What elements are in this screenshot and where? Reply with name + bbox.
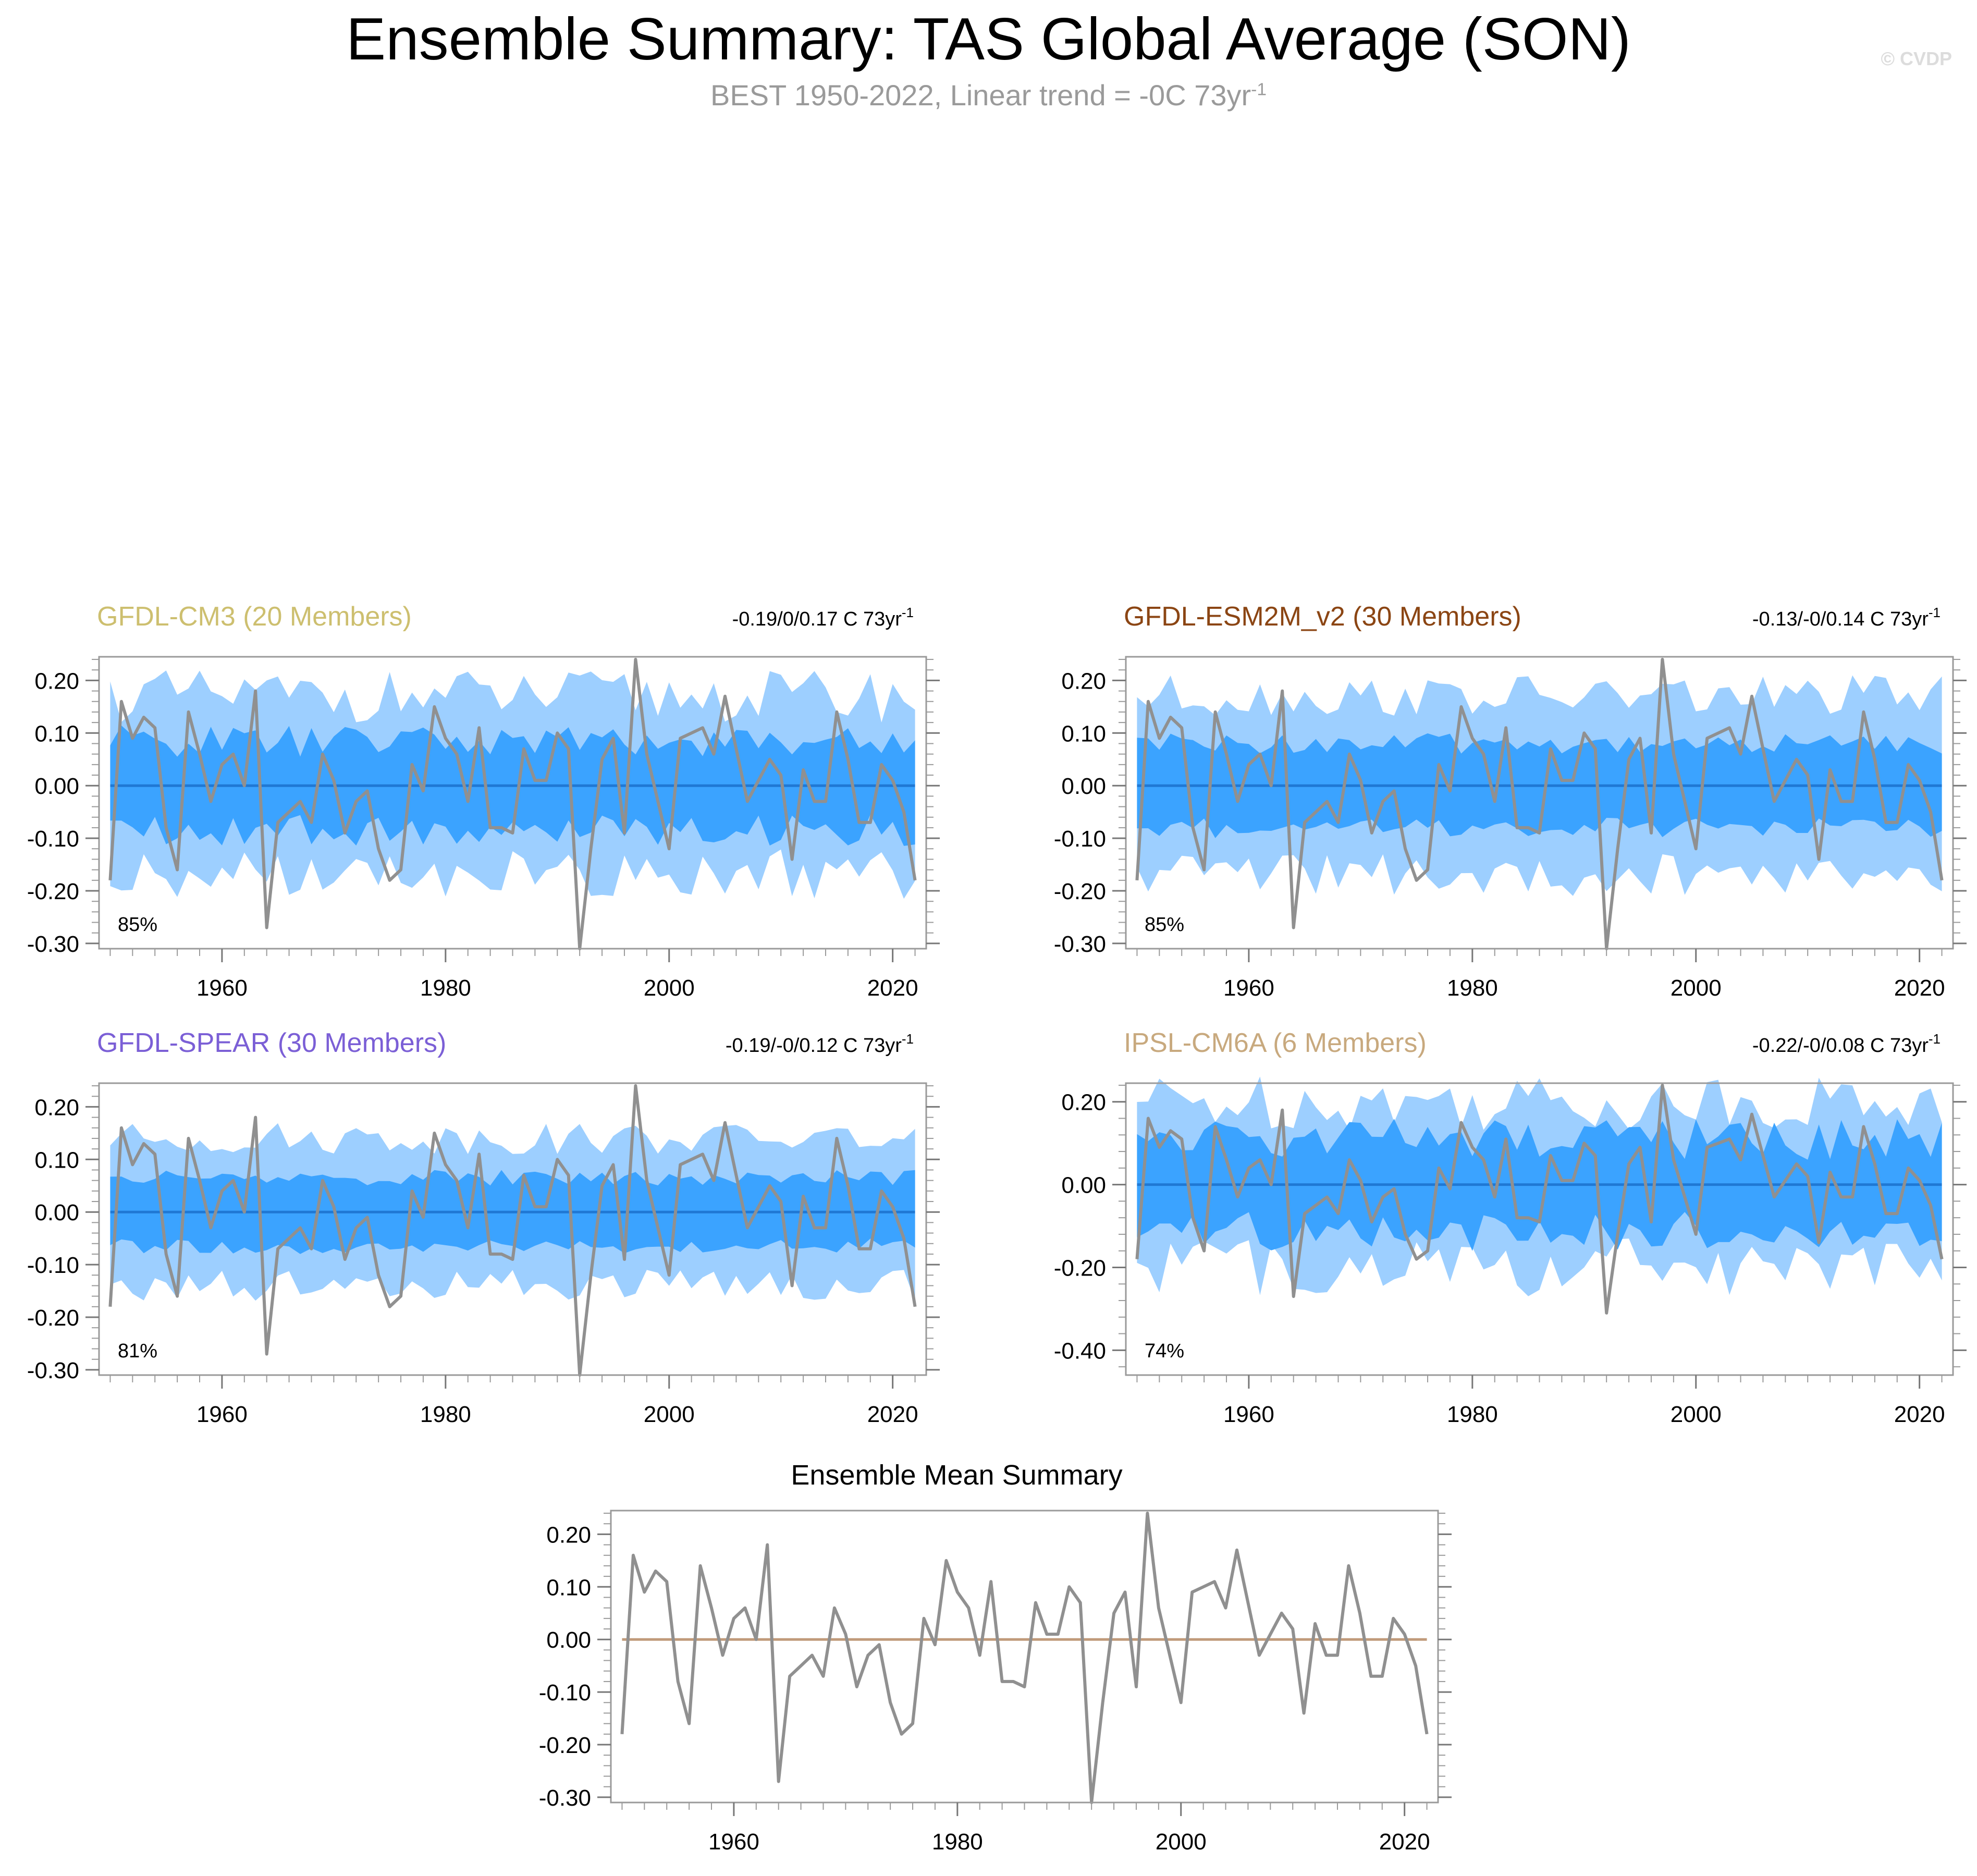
x-tick-label: 2000 bbox=[1671, 975, 1722, 1001]
y-tick-label: 0.00 bbox=[34, 774, 79, 799]
y-tick-label: -0.20 bbox=[27, 879, 79, 904]
x-tick-label: 1960 bbox=[197, 1402, 248, 1427]
panel-gfdl-cm3: 0.20 0.10 0.00 -0.10 -0.20 -0.30 1960 1980 2000 2… bbox=[27, 602, 940, 1001]
panel-ensemble-mean-summary: 0.20 0.10 0.00 -0.10 -0.20 -0.30 1960 1980 2000 2… bbox=[539, 1460, 1452, 1855]
y-tick-label: 0.00 bbox=[1061, 1173, 1106, 1198]
observations-line bbox=[108, 658, 917, 950]
y-tick-label: -0.30 bbox=[1054, 931, 1106, 957]
trend-label-superscript: -1 bbox=[902, 1031, 914, 1047]
y-tick-label: -0.30 bbox=[539, 1785, 591, 1811]
trend-label: -0.19/0/0.17 C 73yr-1 bbox=[732, 605, 914, 630]
panel-title: Ensemble Mean Summary bbox=[791, 1460, 1122, 1491]
trend-label: -0.19/-0/0.12 C 73yr-1 bbox=[726, 1031, 914, 1057]
percent-label: 85% bbox=[1145, 914, 1184, 936]
x-tick-label: 2020 bbox=[1894, 1402, 1945, 1427]
y-tick-label: -0.30 bbox=[27, 1358, 79, 1383]
panel-title: GFDL-SPEAR (30 Members) bbox=[97, 1028, 446, 1058]
x-tick-label: 2000 bbox=[1671, 1402, 1722, 1427]
percent-label: 85% bbox=[118, 914, 157, 936]
x-tick-label: 1980 bbox=[1447, 1402, 1498, 1427]
x-tick-label: 1980 bbox=[1447, 975, 1498, 1001]
trend-label-text: -0.22/-0/0.08 C 73yr bbox=[1752, 1035, 1929, 1057]
subtitle: BEST 1950-2022, Linear trend = -0C 73yr-… bbox=[0, 78, 1977, 112]
y-tick-label: -0.10 bbox=[27, 1253, 79, 1278]
y-tick-label: -0.10 bbox=[539, 1680, 591, 1706]
percent-label: 74% bbox=[1145, 1340, 1184, 1362]
y-tick-label: 0.10 bbox=[34, 721, 79, 746]
trend-label-text: -0.19/-0/0.12 C 73yr bbox=[726, 1035, 902, 1057]
x-tick-label: 2020 bbox=[1379, 1829, 1430, 1855]
panel-title: IPSL-CM6A (6 Members) bbox=[1124, 1028, 1427, 1058]
y-tick-label: 0.20 bbox=[1061, 1090, 1106, 1115]
percent-label: 81% bbox=[118, 1340, 157, 1362]
y-tick-label: 0.00 bbox=[1061, 774, 1106, 799]
panel-ipsl-cm6a: 0.20 0.00 -0.20 -0.40 1960 1980 2000 2020 IPSL-C… bbox=[1054, 1028, 1967, 1427]
x-tick-label: 2020 bbox=[867, 1402, 918, 1427]
x-tick-label: 2000 bbox=[644, 975, 695, 1001]
subtitle-superscript: -1 bbox=[1251, 80, 1267, 100]
panel-title: GFDL-CM3 (20 Members) bbox=[97, 602, 412, 632]
y-tick-label: -0.20 bbox=[1054, 879, 1106, 904]
x-tick-label: 2000 bbox=[644, 1402, 695, 1427]
panel-gfdl-esm2m-v2: 0.20 0.10 0.00 -0.10 -0.20 -0.30 1960 1980 2000 2… bbox=[1054, 602, 1967, 1001]
trend-label-text: -0.13/-0/0.14 C 73yr bbox=[1752, 608, 1929, 630]
y-tick-label: 0.10 bbox=[546, 1575, 591, 1600]
x-tick-label: 1960 bbox=[1223, 1402, 1274, 1427]
y-tick-label: 0.20 bbox=[546, 1522, 591, 1548]
trend-label: -0.22/-0/0.08 C 73yr-1 bbox=[1752, 1031, 1941, 1057]
panel-title: GFDL-ESM2M_v2 (30 Members) bbox=[1124, 602, 1521, 632]
observations-line bbox=[1135, 1084, 1944, 1315]
x-tick-label: 1980 bbox=[420, 975, 471, 1001]
y-tick-label: 0.10 bbox=[1061, 721, 1106, 746]
y-tick-label: -0.10 bbox=[27, 826, 79, 852]
y-tick-label: 0.00 bbox=[546, 1627, 591, 1653]
main-title: Ensemble Summary: TAS Global Average (SO… bbox=[346, 6, 1631, 72]
trend-label-superscript: -1 bbox=[902, 605, 914, 620]
x-tick-label: 1960 bbox=[197, 975, 248, 1001]
y-tick-label: -0.30 bbox=[27, 931, 79, 957]
trend-label-superscript: -1 bbox=[1929, 1031, 1941, 1047]
x-tick-label: 1980 bbox=[932, 1829, 983, 1855]
x-tick-label: 1960 bbox=[1223, 975, 1274, 1001]
x-tick-label: 1980 bbox=[420, 1402, 471, 1427]
x-tick-label: 2020 bbox=[867, 975, 918, 1001]
observations-line bbox=[108, 1084, 917, 1377]
y-tick-label: 0.00 bbox=[34, 1200, 79, 1225]
x-tick-label: 2020 bbox=[1894, 975, 1945, 1001]
trend-label: -0.13/-0/0.14 C 73yr-1 bbox=[1752, 605, 1941, 630]
observations-line bbox=[620, 1512, 1429, 1804]
x-tick-label: 2000 bbox=[1156, 1829, 1207, 1855]
panel-gfdl-spear: 0.20 0.10 0.00 -0.10 -0.20 -0.30 1960 1980 2000 2… bbox=[27, 1028, 940, 1427]
copyright-watermark: © CVDP bbox=[1881, 48, 1952, 69]
observations-line bbox=[1135, 658, 1944, 950]
y-tick-label: -0.20 bbox=[27, 1305, 79, 1331]
y-tick-label: -0.20 bbox=[1054, 1255, 1106, 1281]
trend-label-text: -0.19/0/0.17 C 73yr bbox=[732, 608, 902, 630]
y-tick-label: -0.10 bbox=[1054, 826, 1106, 852]
y-tick-label: 0.20 bbox=[34, 668, 79, 694]
y-tick-label: 0.20 bbox=[1061, 668, 1106, 694]
y-tick-label: 0.20 bbox=[34, 1095, 79, 1120]
x-tick-label: 1960 bbox=[708, 1829, 759, 1855]
y-tick-label: 0.10 bbox=[34, 1147, 79, 1173]
subtitle-text: BEST 1950-2022, Linear trend = -0C 73yr bbox=[710, 79, 1251, 112]
plot-frame bbox=[610, 1510, 1439, 1804]
y-tick-label: -0.40 bbox=[1054, 1338, 1106, 1364]
trend-label-superscript: -1 bbox=[1929, 605, 1941, 620]
y-tick-label: -0.20 bbox=[539, 1733, 591, 1758]
